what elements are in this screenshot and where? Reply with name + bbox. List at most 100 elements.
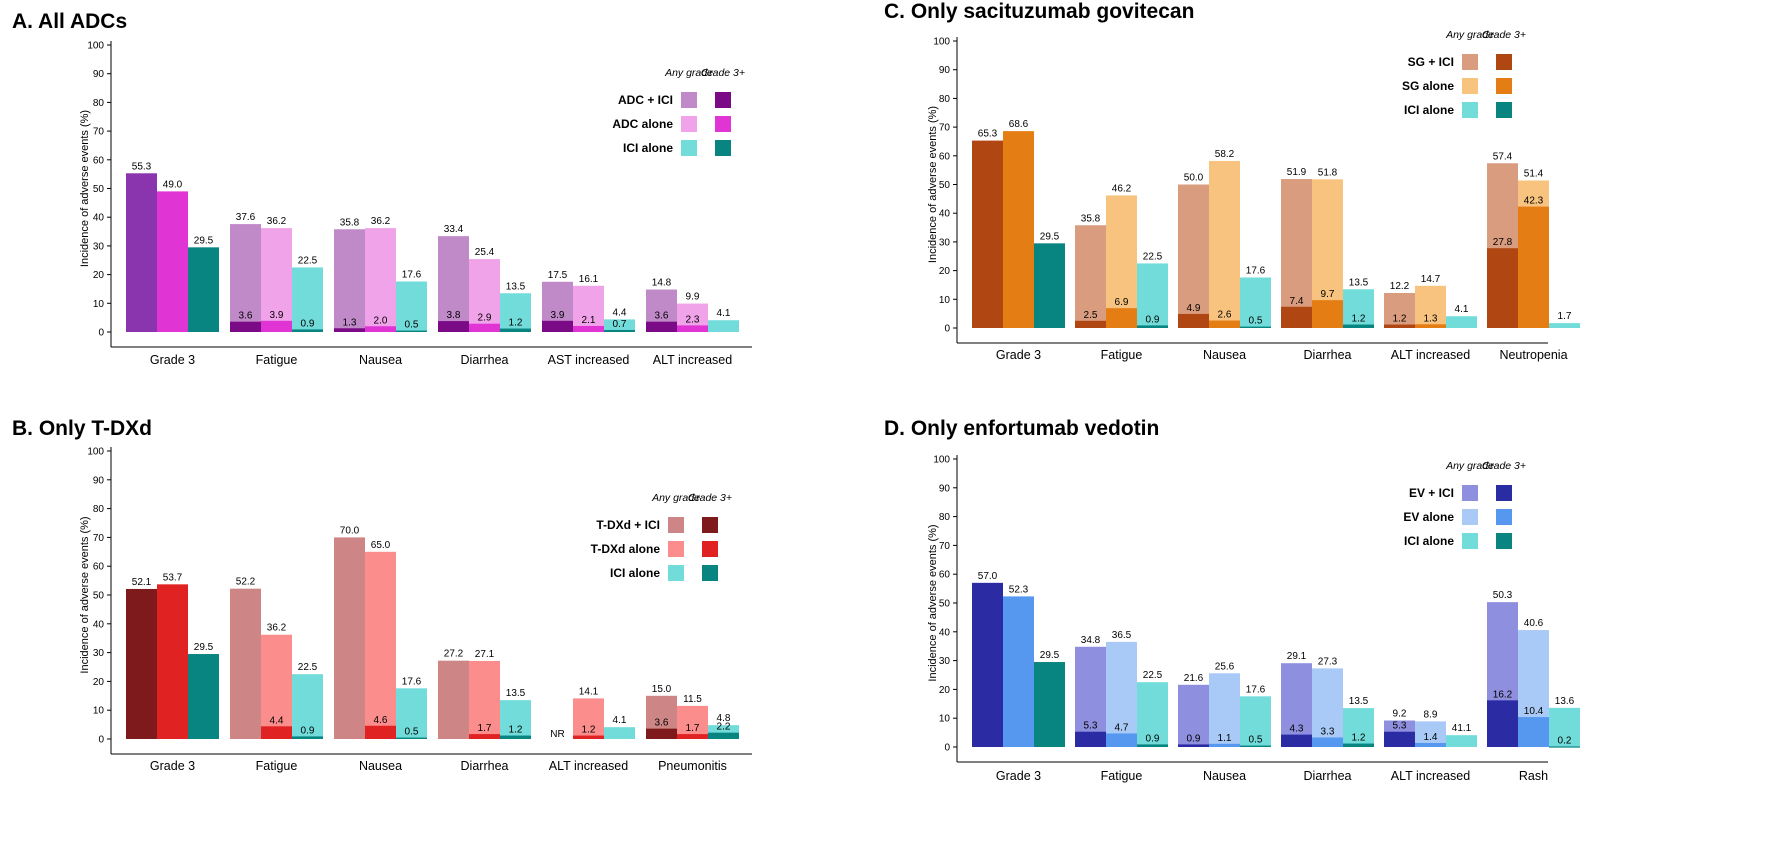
bar-any-grade [334,229,365,332]
bar-grade3-label: 0.7 [613,319,627,330]
bar-grade3-label: 1.2 [582,725,596,736]
bar-value-label: 29.5 [1040,231,1060,242]
bar-grade3 [1106,733,1137,747]
legend-header-grade3: Grade 3+ [1482,460,1526,472]
legend-swatch-grade3 [715,116,731,132]
legend-series-name: ICI alone [610,566,660,580]
bar-any-grade [1075,225,1106,328]
bar-value-label: 46.2 [1112,183,1132,194]
bar-grade3-label: 6.9 [1115,297,1129,308]
bar-grade3-label: 1.2 [1352,314,1366,325]
y-tick-label: 90 [939,65,951,76]
bar-value-label: 22.5 [1143,670,1163,681]
legend-header-any: Any grade [1445,460,1494,472]
x-category-label: AST increased [548,353,630,367]
bar-value-label: 17.5 [548,270,568,281]
y-axis-label: Incidence of adverse events (%) [79,516,91,673]
legend-series-name: ICI alone [1404,103,1454,117]
y-tick-label: 80 [93,98,105,109]
bar-value-label: 4.1 [1455,304,1469,315]
chart-title: C. Only sacituzumab govitecan [884,0,1194,23]
bar-value-label: 11.5 [683,694,702,705]
y-tick-label: 70 [93,533,105,544]
bar-grade3-label: 3.6 [655,718,669,729]
bar-grade3-label: 0.9 [1146,314,1160,325]
y-tick-label: 50 [939,599,951,610]
bar-value-label: 14.1 [579,686,599,697]
bar-value-label: 22.5 [298,255,318,266]
bar-value-label: 29.5 [194,235,214,246]
bar-grade3 [646,728,677,739]
bar-any-grade [292,674,323,739]
legend-swatch-any [668,517,684,533]
bar-grade3 [365,326,396,332]
bar-grade3 [677,325,708,332]
legend-series-name: T-DXd alone [591,542,661,556]
y-tick-label: 10 [939,714,951,725]
bar-grade3-label: 1.2 [1352,733,1366,744]
bar-grade3 [1106,308,1137,328]
bar-value-label: 4.1 [717,308,731,319]
bar-grade3 [1137,325,1168,328]
y-tick-label: 60 [939,151,951,162]
legend-swatch-any [681,116,697,132]
legend-swatch-any [1462,533,1478,549]
bar-value-label: 52.1 [132,577,152,588]
legend-header-grade3: Grade 3+ [688,492,732,504]
x-category-label: ALT increased [653,353,732,367]
bar-value-label: 51.4 [1524,168,1544,179]
chart-root: B. Only T-DXd 0 10 20 30 40 50 60 70 80 90 100 Incid… [12,417,752,773]
bar-grade3 [261,320,292,332]
y-tick-label: 50 [939,180,951,191]
bar-grade3-label: 42.3 [1524,196,1544,207]
bar-any-grade [1446,735,1477,747]
bar-any-grade [469,259,500,332]
y-tick-label: 70 [93,127,105,138]
bar-grade3 [1178,744,1209,747]
y-tick-label: 80 [939,512,951,523]
bar-any-grade [573,698,604,739]
bar-grade3 [573,735,604,739]
legend-series-name: ICI alone [623,141,673,155]
bar-grade3-label: 0.5 [1249,316,1263,327]
x-category-label: Rash [1519,769,1548,783]
legend-swatch-grade3 [1496,485,1512,501]
bar-value-label: 21.6 [1184,673,1204,684]
y-tick-label: 10 [939,295,951,306]
bar-grade3 [292,329,323,332]
bar-grade3-label: 3.9 [270,310,284,321]
bar-grade3 [677,734,708,739]
bar-grade3-label: 4.4 [270,715,284,726]
y-tick-label: 60 [93,562,105,573]
bar-any-grade [1034,662,1065,747]
y-tick-label: 0 [98,735,104,746]
x-category-label: ALT increased [1391,769,1470,783]
bar-value-label: 29.1 [1287,651,1307,662]
bar-value-label: 4.1 [613,715,627,726]
bar-grade3 [469,323,500,332]
x-category-label: Grade 3 [150,759,195,773]
bar-grade3 [500,735,531,739]
y-tick-label: 90 [93,69,105,80]
bar-grade3-label: 0.9 [301,725,315,736]
bar-any-grade [230,588,261,739]
bar-value-label: 27.1 [475,649,495,660]
bar-any-grade [1209,673,1240,747]
bar-value-label: 22.5 [1143,251,1163,262]
bar-grade3-label: 7.4 [1290,296,1304,307]
bar-grade3 [1487,700,1518,747]
bar-any-grade [261,634,292,739]
bar-value-label: 50.0 [1184,173,1204,184]
bar-any-grade [1240,277,1271,328]
bar-grade3 [1281,734,1312,747]
legend-header-any: Any grade [651,492,700,504]
y-tick-label: 30 [93,648,105,659]
legend-header-any: Any grade [1445,29,1494,41]
legend-swatch-any [681,92,697,108]
bar-grade3-label: 0.5 [405,320,419,331]
legend-swatch-any [1462,54,1478,70]
y-tick-label: 100 [933,37,950,48]
bar-grade3-label: 1.3 [1424,313,1438,324]
bar-value-label: 58.2 [1215,149,1235,160]
x-category-label: Neutropenia [1499,348,1567,362]
